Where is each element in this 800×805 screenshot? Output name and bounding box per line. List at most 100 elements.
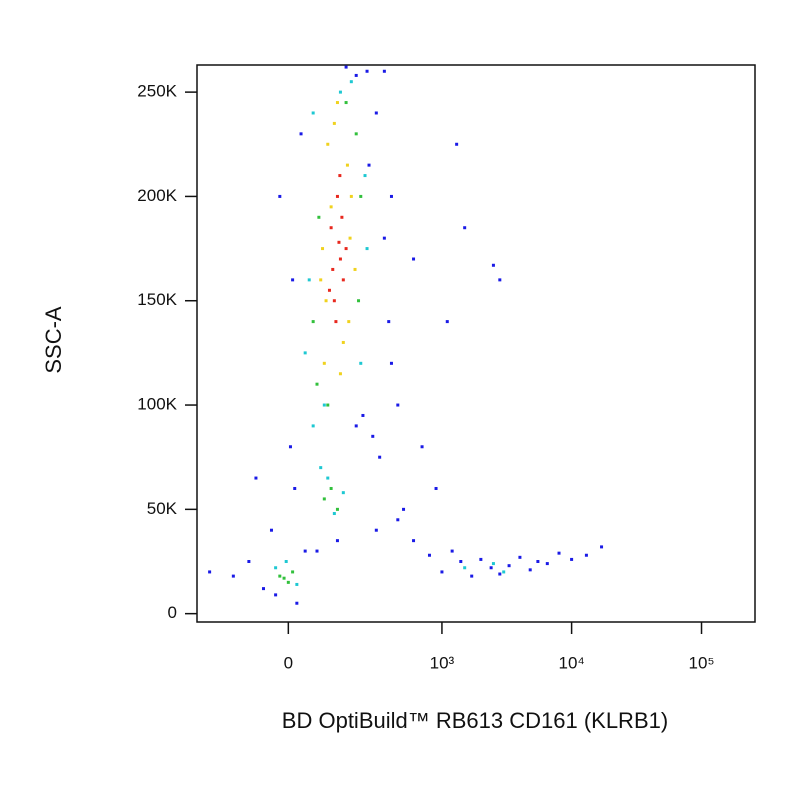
data-point (278, 574, 282, 578)
data-point (303, 351, 307, 355)
data-point (359, 194, 363, 198)
data-point (463, 226, 467, 230)
data-point (459, 560, 463, 564)
data-point (502, 570, 506, 574)
data-point (311, 320, 315, 324)
data-point (311, 424, 315, 428)
data-point (269, 528, 273, 532)
data-point (337, 240, 341, 244)
data-point (261, 587, 265, 591)
data-point (335, 507, 339, 511)
data-point (570, 557, 574, 561)
data-point (479, 557, 483, 561)
data-point (367, 163, 371, 167)
data-point (332, 512, 336, 516)
data-point (321, 247, 325, 251)
data-point (354, 73, 358, 77)
data-point (387, 320, 391, 324)
data-point (470, 574, 474, 578)
data-point (322, 497, 326, 501)
data-point (338, 90, 342, 94)
data-point (341, 491, 345, 495)
data-point (311, 111, 315, 115)
x-tick-label: 10⁴ (559, 653, 585, 672)
data-point (347, 320, 351, 324)
data-point (335, 194, 339, 198)
data-point (584, 553, 588, 557)
data-point (396, 403, 400, 407)
data-point (295, 582, 299, 586)
data-point (284, 560, 288, 564)
data-point (338, 257, 342, 261)
data-point (315, 549, 319, 553)
data-point (389, 361, 393, 365)
y-tick-label: 150K (137, 290, 177, 309)
data-point (363, 174, 367, 178)
data-point (463, 566, 467, 570)
data-point (274, 593, 278, 597)
data-point (434, 486, 438, 490)
data-point (374, 111, 378, 115)
data-point (389, 194, 393, 198)
data-point (378, 455, 382, 459)
data-point (361, 413, 365, 417)
y-tick-label: 200K (137, 186, 177, 205)
data-point (286, 580, 290, 584)
data-point (348, 236, 352, 240)
data-point (357, 299, 361, 303)
data-point (335, 539, 339, 543)
data-point (600, 545, 604, 549)
data-point (326, 476, 330, 480)
data-point (427, 553, 431, 557)
y-tick-label: 250K (137, 82, 177, 101)
data-point (329, 226, 333, 230)
data-point (317, 215, 321, 219)
plot-frame (196, 64, 756, 623)
x-tick-label: 10³ (430, 653, 455, 672)
data-point (299, 132, 303, 136)
data-point (322, 361, 326, 365)
data-point (382, 236, 386, 240)
y-tick-label: 100K (137, 395, 177, 414)
data-point (528, 568, 532, 572)
data-point (349, 194, 353, 198)
data-point (338, 174, 342, 178)
data-point (359, 361, 363, 365)
data-point (341, 340, 345, 344)
x-tick-label: 10⁵ (689, 653, 715, 672)
data-point (319, 466, 323, 470)
data-point (303, 549, 307, 553)
data-point (293, 486, 297, 490)
x-tick-label: 0 (284, 653, 293, 672)
data-point (344, 65, 348, 69)
data-point (349, 80, 353, 84)
y-tick-label: 50K (147, 499, 178, 518)
y-axis-label: SSC-A (41, 306, 66, 374)
data-point (536, 560, 540, 564)
data-point (382, 69, 386, 73)
data-point (288, 445, 292, 449)
data-point (340, 215, 344, 219)
data-point (315, 382, 319, 386)
data-point (282, 576, 286, 580)
data-point (326, 142, 330, 146)
data-point (491, 562, 495, 566)
data-point (455, 142, 459, 146)
data-point (341, 278, 345, 282)
data-point (489, 566, 493, 570)
data-point (365, 247, 369, 251)
data-point (491, 263, 495, 267)
data-point (335, 101, 339, 105)
data-point (545, 562, 549, 566)
data-point (353, 267, 357, 271)
data-point (334, 320, 338, 324)
data-point (322, 403, 326, 407)
data-point (295, 601, 299, 605)
data-point (291, 570, 295, 574)
data-point (324, 299, 328, 303)
data-point (440, 570, 444, 574)
data-point (247, 560, 251, 564)
data-point (274, 566, 278, 570)
data-point (498, 572, 502, 576)
data-point (344, 247, 348, 251)
